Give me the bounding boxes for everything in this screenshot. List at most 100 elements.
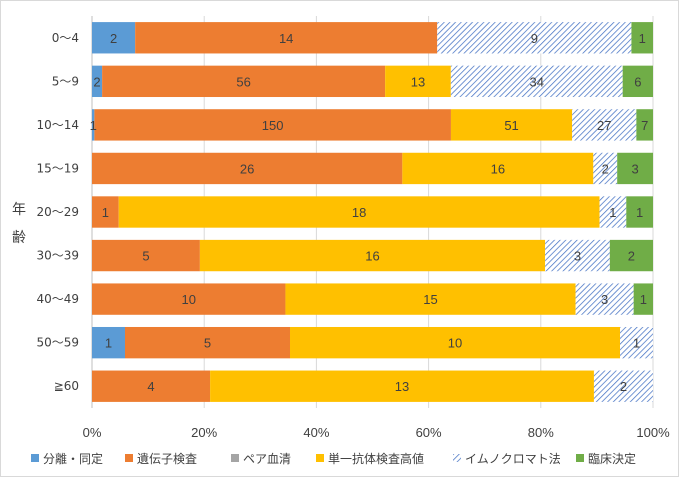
category-axis: 0〜4 5〜9 10〜14 15〜19 20〜29 30〜39 40〜49 50〜59 ≧60 (36, 31, 79, 393)
legend-label: ペア血清 (243, 452, 291, 466)
legend-label: 遺伝子検査 (137, 451, 197, 466)
data-label: 5 (142, 249, 149, 264)
x-tick-label: 80% (528, 425, 554, 440)
data-label: 9 (531, 31, 538, 46)
bar-segment (92, 65, 103, 98)
data-label: 6 (634, 74, 641, 89)
data-label: 10 (448, 336, 462, 351)
category-label: 15〜19 (36, 161, 79, 175)
bar-segment (92, 326, 125, 359)
bar-segment (102, 65, 386, 98)
bar-segment (135, 22, 438, 54)
data-label: 26 (240, 161, 254, 176)
value-axis: 0% 20% 40% 60% 80% 100% (83, 425, 670, 440)
category-label: 20〜29 (36, 205, 79, 219)
data-label: 150 (262, 118, 284, 133)
legend: 分離・同定 遺伝子検査 ペア血清 単一抗体検査高値 イムノクロマト法 臨床決定 (31, 451, 636, 466)
legend-swatch (453, 454, 461, 462)
bar-segment (633, 283, 653, 315)
bar-segment (636, 109, 653, 141)
data-label: 3 (574, 249, 581, 264)
data-label: 1 (102, 205, 109, 220)
x-tick-label: 100% (636, 425, 670, 440)
legend-swatch (576, 454, 584, 462)
data-label: 13 (395, 379, 409, 394)
bar-segment (92, 22, 136, 54)
y-axis-title-char: 年 (12, 202, 26, 218)
bar-segment (450, 65, 623, 98)
data-label: 1 (633, 336, 640, 351)
data-label: 4 (147, 379, 154, 394)
category-label: 40〜49 (36, 292, 79, 306)
data-label: 1 (640, 292, 647, 307)
data-label: 13 (411, 74, 425, 89)
data-label: 1 (639, 31, 646, 46)
y-axis-title: 年齢 (12, 202, 26, 246)
data-label: 1 (636, 205, 643, 220)
bar-segment (92, 196, 119, 228)
data-label: 16 (491, 161, 505, 176)
data-label: 34 (530, 74, 544, 89)
data-label: 2 (602, 161, 609, 176)
x-tick-label: 60% (416, 425, 442, 440)
bar-segment (599, 196, 627, 228)
data-label: 5 (204, 336, 211, 351)
bar-segment (199, 239, 546, 272)
data-label: 56 (236, 74, 250, 89)
bar-segment (285, 283, 576, 315)
bar-segment (575, 283, 634, 315)
bar-segment (620, 326, 653, 359)
x-tick-label: 20% (191, 425, 217, 440)
bar-segment (622, 65, 653, 98)
data-label: 2 (628, 249, 635, 264)
legend-label: イムノクロマト法 (465, 452, 561, 466)
data-label: 1 (105, 336, 112, 351)
data-label: 14 (279, 31, 293, 46)
legend-label: 分離・同定 (43, 451, 103, 466)
bar-segment (593, 152, 618, 185)
data-label: 15 (423, 292, 437, 307)
bar-segment (290, 326, 620, 359)
data-label: 1 (609, 205, 616, 220)
legend-label: 単一抗体検査高値 (328, 451, 424, 466)
category-label: 30〜39 (36, 249, 79, 263)
data-label: 10 (181, 292, 195, 307)
data-label: 2 (620, 379, 627, 394)
bar-segment (118, 196, 600, 228)
category-label: 50〜59 (36, 336, 79, 350)
legend-swatch (316, 454, 324, 462)
data-label: 7 (641, 118, 648, 133)
bar-segment (617, 152, 653, 185)
legend-swatch (31, 454, 39, 462)
data-labels: 2 14 9 12 56 13 34 61 150 51 27 726 16 2 31 18 1 15 16 3 210… (90, 31, 649, 394)
data-label: 2 (93, 74, 100, 89)
x-tick-label: 40% (303, 425, 329, 440)
legend-swatch (125, 454, 133, 462)
data-label: 18 (352, 205, 366, 220)
bar-segment (593, 370, 653, 402)
bars (92, 22, 653, 402)
bar-segment (92, 152, 403, 185)
bar-segment (437, 22, 632, 54)
data-label: 2 (110, 31, 117, 46)
bar-segment (92, 370, 211, 402)
bar-segment (572, 109, 637, 141)
category-label: 0〜4 (52, 31, 79, 45)
bar-segment (450, 109, 573, 141)
category-label: ≧60 (54, 379, 79, 393)
bar-segment (94, 109, 451, 141)
bar-segment (402, 152, 594, 185)
bar-segment (210, 370, 594, 402)
data-label: 27 (597, 118, 611, 133)
category-label: 10〜14 (36, 118, 79, 132)
data-label: 16 (365, 249, 379, 264)
bar-segment (609, 239, 653, 272)
data-label: 3 (601, 292, 608, 307)
bar-segment (92, 239, 200, 272)
bar-segment (626, 196, 653, 228)
bar-segment (545, 239, 610, 272)
category-label: 5〜9 (52, 74, 79, 88)
bar-segment (125, 326, 290, 359)
